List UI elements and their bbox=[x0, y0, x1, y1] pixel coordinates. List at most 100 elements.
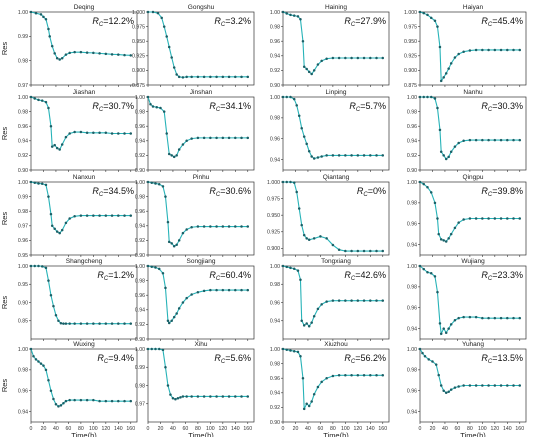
panel-title: Jiashan bbox=[73, 89, 96, 96]
y-tick-label: 0.96 bbox=[135, 209, 145, 215]
x-tick-label: 80 bbox=[467, 426, 473, 432]
data-point bbox=[439, 150, 443, 153]
data-point bbox=[356, 249, 360, 253]
y-tick-label: 0.92 bbox=[135, 238, 145, 244]
data-point bbox=[518, 217, 522, 220]
data-point bbox=[307, 238, 311, 241]
data-point bbox=[49, 124, 53, 128]
y-tick-label: 0.96 bbox=[407, 222, 417, 228]
y-tick-label: 1.00 bbox=[18, 347, 28, 353]
panel-title: Shangcheng bbox=[66, 258, 103, 265]
data-point bbox=[202, 289, 206, 293]
panel-title: Haiyan bbox=[463, 4, 484, 11]
data-point bbox=[433, 201, 437, 205]
panel-yuhang: Yuhang 0.94 0.96 0.98 1.00 0 20 40 60 80 100 120 140… bbox=[407, 341, 527, 437]
data-point bbox=[40, 265, 44, 268]
data-point bbox=[129, 214, 133, 217]
data-point bbox=[240, 225, 243, 228]
data-point bbox=[444, 72, 448, 75]
rc-annotation: RC=30.3% bbox=[481, 101, 523, 113]
x-tick-label: 120 bbox=[353, 426, 362, 432]
data-point bbox=[44, 266, 48, 270]
data-point bbox=[64, 221, 68, 225]
y-tick-label: 0.96 bbox=[135, 124, 145, 130]
y-tick-label: 0.99 bbox=[18, 34, 28, 40]
data-point bbox=[157, 347, 161, 351]
y-tick-label: 0.97 bbox=[18, 83, 28, 89]
data-point bbox=[439, 79, 443, 83]
y-tick-label: 0.98 bbox=[18, 368, 28, 374]
y-tick-label: 0.94 bbox=[270, 54, 280, 60]
data-point bbox=[295, 104, 298, 107]
data-point bbox=[170, 56, 173, 59]
data-point bbox=[165, 35, 168, 38]
data-point bbox=[442, 76, 445, 79]
data-point bbox=[437, 232, 440, 236]
plot-frame bbox=[147, 11, 255, 86]
y-tick-label: 0.90 bbox=[135, 337, 145, 343]
panel-xiuzhou: Xiuzhou 0.90 0.92 0.94 0.96 0.98 1.00 0 20 40 60 80… bbox=[270, 341, 390, 437]
data-point bbox=[369, 56, 372, 60]
data-point bbox=[281, 347, 285, 351]
data-point bbox=[442, 154, 445, 157]
data-point bbox=[92, 214, 95, 217]
data-point bbox=[170, 319, 173, 322]
rc-annotation: RC=34.1% bbox=[209, 101, 251, 113]
data-point bbox=[312, 157, 316, 160]
y-tick-label: 0.98 bbox=[407, 109, 417, 115]
data-point bbox=[331, 56, 335, 60]
data-point bbox=[369, 374, 372, 377]
data-point bbox=[234, 136, 237, 140]
x-tick-label: 40 bbox=[53, 426, 59, 432]
data-point bbox=[301, 39, 305, 43]
data-point bbox=[246, 75, 250, 79]
data-point bbox=[316, 385, 320, 389]
data-point bbox=[42, 15, 45, 19]
x-tick-label: 80 bbox=[195, 426, 201, 432]
data-point bbox=[98, 214, 101, 217]
data-point bbox=[518, 138, 522, 142]
data-point bbox=[221, 288, 225, 292]
y-tick-label: 0.90 bbox=[270, 83, 280, 89]
data-point bbox=[427, 358, 430, 361]
y-tick-label: 0.96 bbox=[407, 389, 417, 395]
plot-frame bbox=[30, 96, 138, 171]
data-point bbox=[73, 50, 76, 54]
data-point bbox=[209, 288, 212, 292]
data-point bbox=[506, 316, 509, 320]
data-point bbox=[37, 98, 40, 102]
plot-frame bbox=[147, 181, 255, 256]
data-point bbox=[493, 217, 497, 220]
data-point bbox=[426, 185, 429, 189]
data-point bbox=[154, 347, 157, 351]
series-line bbox=[283, 181, 383, 252]
data-point bbox=[462, 50, 465, 53]
data-point bbox=[310, 321, 313, 324]
panel-title: Wuxing bbox=[73, 341, 95, 348]
plot-frame bbox=[282, 348, 390, 423]
data-point bbox=[433, 97, 437, 100]
data-point bbox=[162, 25, 166, 28]
data-point bbox=[331, 374, 335, 378]
data-point bbox=[468, 49, 472, 52]
data-point bbox=[468, 138, 472, 142]
data-point bbox=[104, 322, 108, 325]
data-point bbox=[73, 130, 76, 134]
data-point bbox=[146, 180, 150, 184]
y-tick-label: 0.975 bbox=[267, 196, 280, 202]
panel-title: Xiuzhou bbox=[324, 341, 348, 348]
x-tick-label: 60 bbox=[455, 426, 461, 432]
data-point bbox=[146, 10, 150, 14]
data-point bbox=[369, 299, 372, 302]
data-point bbox=[157, 267, 161, 271]
x-tick-label: 160 bbox=[126, 426, 135, 432]
data-point bbox=[181, 143, 185, 146]
data-point bbox=[462, 139, 465, 143]
data-point bbox=[129, 322, 133, 325]
panel-xihu: Xihu 0.97 0.98 0.99 1.00 0 20 40 60 80 100 120 140 16… bbox=[135, 341, 255, 437]
data-point bbox=[104, 131, 108, 135]
data-point bbox=[215, 225, 218, 228]
panel-title: Tongxiang bbox=[321, 258, 351, 265]
data-point bbox=[49, 212, 53, 216]
data-point bbox=[436, 217, 439, 220]
